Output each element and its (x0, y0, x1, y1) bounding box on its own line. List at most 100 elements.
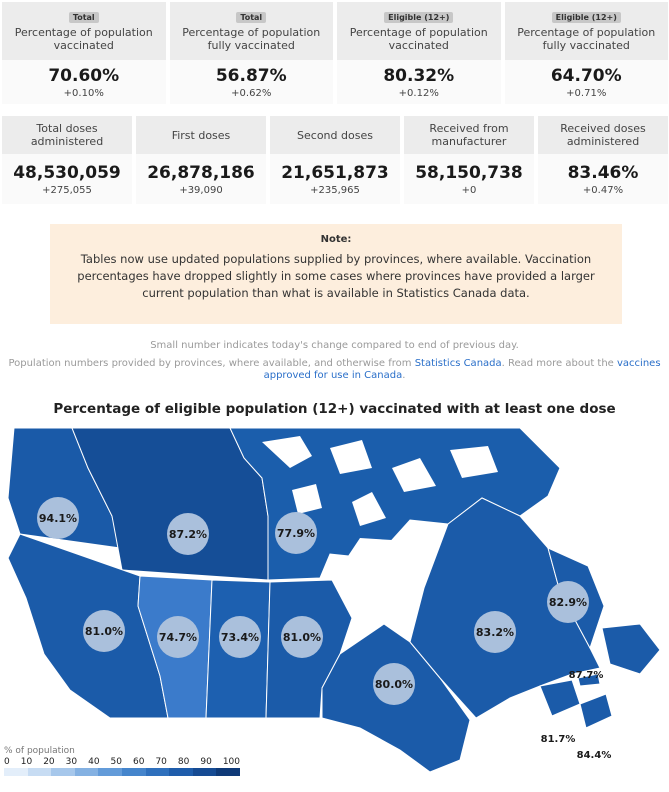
stat-value: 21,651,873 (281, 162, 389, 183)
stat-value: 58,150,738 (415, 162, 523, 183)
region-value: 77.9% (277, 527, 315, 540)
map-title: Percentage of eligible population (12+) … (53, 401, 616, 417)
note-title: Note: (320, 234, 352, 245)
change-explanation: Small number indicates today's change co… (150, 340, 519, 351)
legend-tick: 30 (65, 757, 78, 767)
legend-tick: 100 (222, 757, 240, 767)
region-nova-scotia[interactable] (579, 693, 613, 729)
legend-tick: 10 (20, 757, 33, 767)
stat-change: +0.71% (566, 87, 607, 99)
legend-tick: 90 (200, 757, 212, 767)
legend-tick: 40 (88, 757, 100, 767)
source-note: Population numbers provided by provinces… (4, 358, 665, 382)
legend-color-step (169, 768, 193, 776)
legend-color-step (74, 768, 99, 776)
stat-label: vaccinated (53, 39, 114, 52)
stat-label: fully vaccinated (542, 39, 630, 52)
stat-change: +0.12% (398, 87, 439, 99)
legend-tick: 20 (43, 757, 55, 767)
stat-change: +235,965 (310, 184, 360, 196)
stat-value: 26,878,186 (147, 162, 255, 183)
source-note-suffix: . (402, 370, 406, 381)
stat-change: +0 (461, 184, 477, 196)
stat-label: Total doses administered (30, 122, 104, 148)
stat-tag: Eligible (12+) (384, 12, 454, 23)
stat-label: manufacturer (431, 135, 507, 148)
stat-tag: Eligible (12+) (551, 12, 621, 23)
stat-card-total-fully-vaccinated: Total Percentage of population fully vac… (169, 2, 333, 104)
stat-tag: Total (68, 12, 99, 23)
stat-label: administered (566, 135, 640, 148)
stat-tag: Total (236, 12, 267, 23)
legend-color-step (51, 768, 75, 776)
region-value: 94.1% (39, 512, 77, 525)
label-northwest-territories: 87.2% (167, 513, 209, 555)
label-nova-scotia: 84.4% (577, 750, 612, 761)
legend-color-step (192, 768, 217, 776)
label-newfoundland-and-labrador: 82.9% (547, 581, 589, 623)
region-prince-edward-island[interactable] (577, 673, 601, 687)
label-quebec: 83.2% (474, 611, 516, 653)
region-value: 74.7% (159, 631, 197, 644)
stat-value: 80.32% (383, 65, 455, 86)
canada-vaccination-map: 94.1% 87.2% 77.9% 81.0% 74.7% 73.4% 81.0… (7, 428, 661, 773)
region-value: 83.2% (476, 626, 514, 639)
stat-card-total-vaccinated: Total Percentage of population vaccinate… (2, 2, 166, 104)
legend-color-step (27, 768, 52, 776)
label-prince-edward-island: 87.7% (569, 670, 604, 681)
label-manitoba: 81.0% (281, 616, 323, 658)
stat-label: Received doses (560, 122, 646, 135)
legend-color-step (216, 768, 240, 776)
stat-change: +0.62% (231, 87, 272, 99)
stat-label: fully vaccinated (207, 39, 295, 52)
stat-label: Second doses (297, 128, 373, 142)
legend-title: % of population (4, 746, 75, 756)
stat-card-eligible-vaccinated: Eligible (12+) Percentage of population … (337, 2, 501, 104)
stat-card-received-doses-administered: Received doses administered 83.46% +0.47… (538, 116, 668, 204)
approved-vaccines-link[interactable]: vaccines approved for use in Canada (263, 358, 661, 381)
label-british-columbia: 81.0% (83, 610, 125, 652)
stat-label: Percentage of population (182, 26, 321, 39)
stat-change: +275,055 (42, 184, 92, 196)
region-value: 81.0% (85, 625, 123, 638)
legend-tick: 0 (4, 757, 10, 767)
stat-value: 70.60% (48, 65, 120, 86)
region-quebec[interactable] (409, 497, 601, 719)
region-value: 82.9% (549, 596, 587, 609)
stat-label: First doses (171, 128, 231, 142)
stat-card-first-doses: First doses 26,878,186 +39,090 (136, 116, 266, 204)
region-new-brunswick[interactable] (539, 679, 581, 717)
region-value: 73.4% (221, 631, 259, 644)
stat-label: Percentage of population (517, 26, 656, 39)
stat-label: vaccinated (388, 39, 449, 52)
label-new-brunswick: 81.7% (541, 734, 576, 745)
dose-stats: Total doses administered 48,530,059 +275… (2, 116, 668, 204)
label-ontario: 80.0% (373, 663, 415, 705)
hudson-bay (332, 520, 430, 624)
stat-value: 56.87% (215, 65, 287, 86)
stat-value: 83.46% (567, 162, 639, 183)
stat-value: 48,530,059 (13, 162, 121, 183)
stat-label: Percentage of population (14, 26, 153, 39)
stat-label: Percentage of population (349, 26, 488, 39)
source-note-middle: . Read more about the (501, 358, 618, 369)
stat-card-total-doses: Total doses administered 48,530,059 +275… (2, 116, 132, 204)
legend-tick: 80 (177, 757, 190, 767)
region-value: 80.0% (375, 678, 413, 691)
legend-color-step (121, 768, 146, 776)
label-yukon: 94.1% (37, 497, 79, 539)
summary-stats: Total Percentage of population vaccinate… (2, 2, 668, 104)
legend-color-step (98, 768, 122, 776)
label-nunavut: 77.9% (275, 512, 317, 554)
stat-label: Received from (429, 122, 509, 135)
stat-card-eligible-fully-vaccinated: Eligible (12+) Percentage of population … (504, 2, 668, 104)
legend-color-step (145, 768, 170, 776)
label-alberta: 74.7% (157, 616, 199, 658)
legend-tick: 50 (110, 757, 122, 767)
source-note-prefix: Population numbers provided by provinces… (8, 358, 415, 369)
arctic-islands (262, 436, 498, 526)
statistics-canada-link[interactable]: Statistics Canada (414, 358, 502, 369)
legend-color-scale (4, 768, 240, 776)
note-text: Tables now use updated populations suppl… (77, 252, 595, 300)
stat-change: +39,090 (179, 184, 223, 196)
